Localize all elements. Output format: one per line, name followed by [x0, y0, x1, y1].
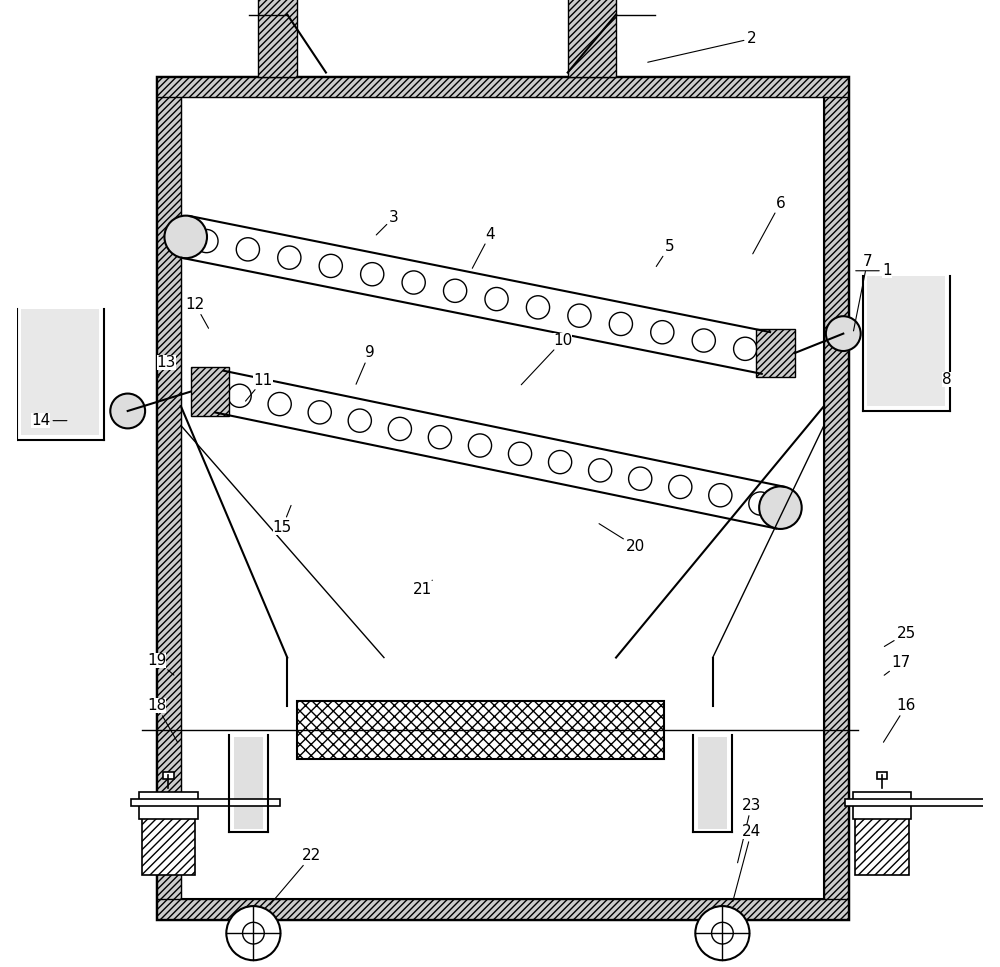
- Text: 15: 15: [273, 506, 292, 535]
- Polygon shape: [181, 97, 824, 899]
- Text: 22: 22: [270, 848, 321, 905]
- Bar: [157, 77, 181, 919]
- Circle shape: [526, 296, 550, 319]
- Circle shape: [629, 467, 652, 490]
- Text: 19: 19: [147, 653, 174, 675]
- Circle shape: [609, 312, 632, 336]
- Text: 9: 9: [356, 345, 374, 384]
- Circle shape: [443, 279, 467, 303]
- Circle shape: [485, 287, 508, 310]
- Circle shape: [692, 329, 715, 352]
- Text: 17: 17: [884, 655, 911, 675]
- Circle shape: [589, 458, 612, 482]
- Bar: [258, 0, 297, 77]
- Text: 6: 6: [753, 195, 785, 253]
- Text: 3: 3: [376, 210, 399, 235]
- Circle shape: [402, 271, 425, 294]
- Circle shape: [826, 316, 861, 351]
- Bar: [297, 701, 664, 759]
- Circle shape: [348, 409, 371, 432]
- Circle shape: [734, 337, 757, 361]
- Circle shape: [195, 229, 218, 252]
- Circle shape: [110, 394, 145, 428]
- Text: 2: 2: [648, 31, 756, 62]
- Text: 24: 24: [733, 824, 761, 901]
- Bar: [855, 814, 909, 875]
- Circle shape: [388, 418, 411, 441]
- Circle shape: [749, 492, 772, 515]
- Text: 25: 25: [884, 626, 916, 647]
- Bar: [131, 799, 280, 806]
- Bar: [234, 737, 263, 829]
- Bar: [139, 793, 198, 818]
- Circle shape: [278, 246, 301, 269]
- Circle shape: [709, 484, 732, 507]
- Bar: [845, 799, 994, 806]
- Bar: [191, 367, 229, 416]
- Bar: [853, 793, 911, 818]
- Circle shape: [508, 442, 532, 465]
- Text: 14: 14: [31, 413, 67, 428]
- Circle shape: [319, 254, 342, 278]
- Text: 23: 23: [738, 798, 761, 863]
- Bar: [867, 276, 945, 406]
- Text: 5: 5: [656, 239, 674, 267]
- Text: 1: 1: [856, 263, 892, 278]
- Circle shape: [228, 384, 251, 407]
- Text: 16: 16: [883, 698, 916, 743]
- Bar: [21, 309, 99, 435]
- Circle shape: [759, 486, 802, 529]
- Bar: [824, 77, 848, 919]
- Text: 18: 18: [147, 698, 178, 743]
- Text: 20: 20: [599, 524, 645, 554]
- Circle shape: [361, 263, 384, 286]
- Bar: [877, 773, 887, 779]
- Circle shape: [164, 216, 207, 258]
- Text: 13: 13: [157, 355, 176, 377]
- Circle shape: [308, 400, 331, 424]
- Bar: [698, 737, 727, 829]
- Bar: [157, 899, 848, 919]
- Text: 4: 4: [472, 226, 495, 268]
- Circle shape: [428, 425, 452, 449]
- Circle shape: [268, 393, 291, 416]
- Circle shape: [236, 238, 259, 261]
- Circle shape: [226, 906, 280, 960]
- Circle shape: [712, 923, 733, 944]
- Bar: [568, 0, 616, 77]
- Circle shape: [651, 321, 674, 344]
- Circle shape: [568, 304, 591, 327]
- Text: 10: 10: [521, 333, 572, 385]
- Circle shape: [548, 451, 572, 474]
- Circle shape: [695, 906, 749, 960]
- Circle shape: [669, 476, 692, 499]
- Bar: [163, 773, 174, 779]
- Bar: [756, 329, 795, 377]
- Bar: [142, 814, 195, 875]
- Bar: [157, 77, 848, 97]
- Circle shape: [243, 923, 264, 944]
- Text: 21: 21: [413, 580, 432, 598]
- Text: 12: 12: [186, 297, 209, 328]
- Circle shape: [468, 434, 492, 457]
- Text: 8: 8: [942, 371, 952, 387]
- Text: 7: 7: [854, 253, 872, 331]
- Text: 11: 11: [246, 372, 273, 401]
